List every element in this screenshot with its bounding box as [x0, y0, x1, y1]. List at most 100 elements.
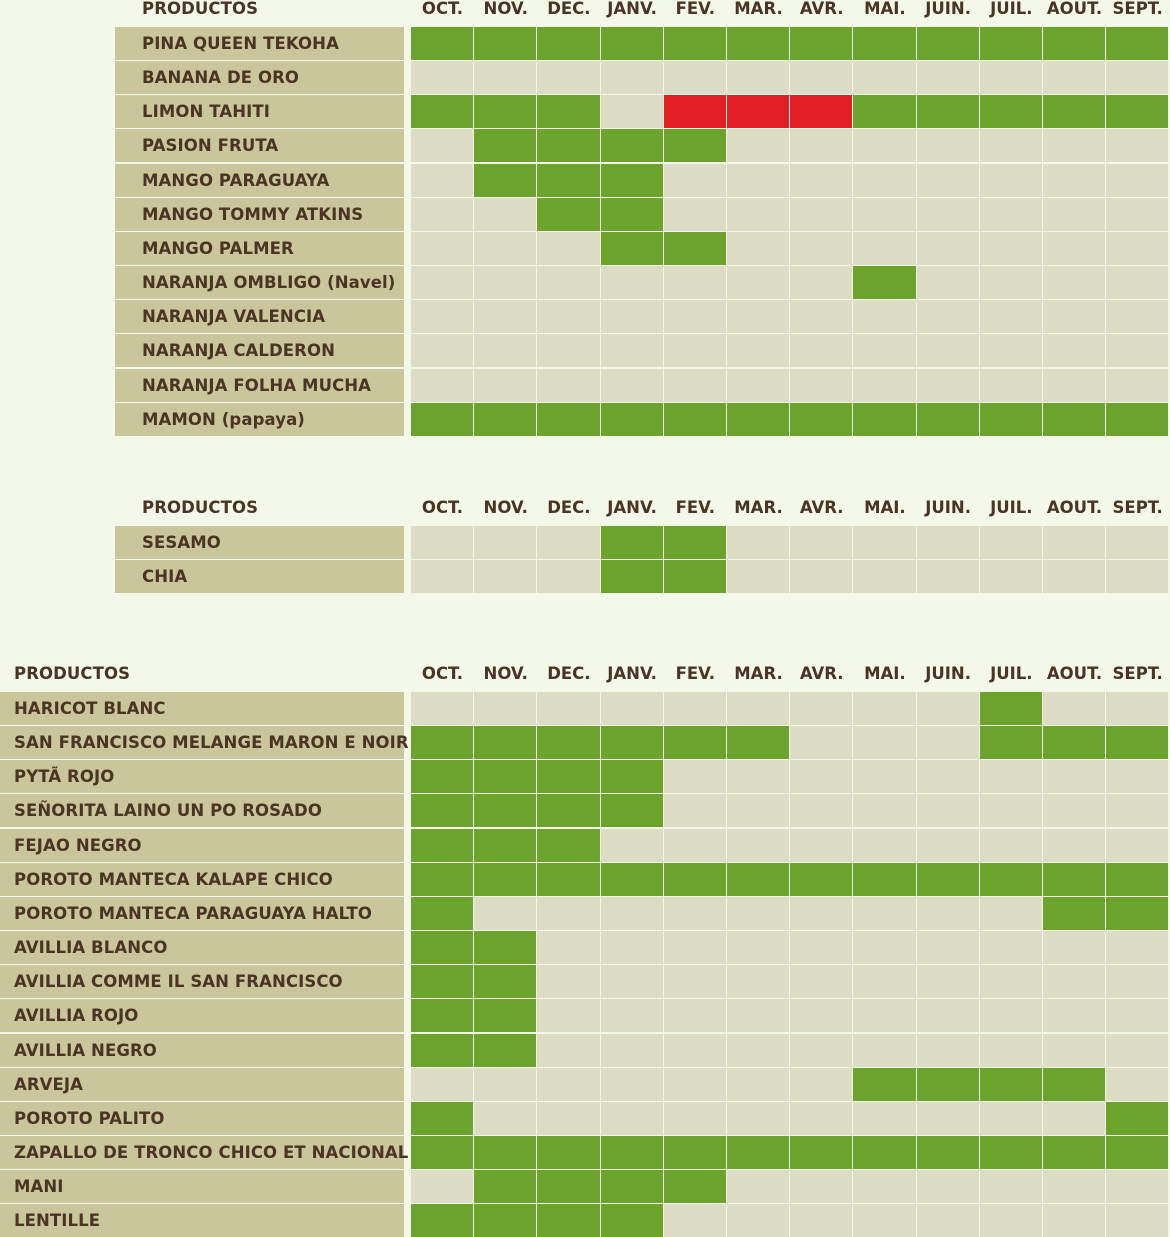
available-cell [601, 726, 663, 759]
empty-cell [601, 999, 663, 1032]
empty-cell [853, 999, 916, 1032]
product-name: MANGO PARAGUAYA [115, 164, 404, 197]
empty-cell [917, 931, 979, 964]
empty-cell [1106, 931, 1168, 964]
table-row: PYTÃ ROJO [0, 760, 1170, 793]
available-cell [1106, 1136, 1168, 1169]
empty-cell [474, 897, 536, 930]
empty-cell [1043, 334, 1105, 367]
empty-cell [1106, 560, 1168, 593]
available-cell [980, 863, 1042, 896]
available-cell [474, 403, 536, 436]
product-name: PINA QUEEN TEKOHA [115, 27, 404, 60]
empty-cell [790, 369, 852, 402]
empty-cell [727, 692, 789, 725]
available-cell [474, 1204, 536, 1237]
empty-cell [601, 61, 663, 94]
month-header: MAI. [864, 498, 906, 517]
empty-cell [917, 1102, 979, 1135]
empty-cell [917, 897, 979, 930]
available-cell [1106, 726, 1168, 759]
product-name: AVILLIA BLANCO [0, 931, 404, 964]
available-cell [601, 1136, 663, 1169]
empty-cell [853, 526, 916, 559]
empty-cell [790, 760, 852, 793]
empty-cell [790, 794, 852, 827]
product-name: NARANJA FOLHA MUCHA [115, 369, 404, 402]
empty-cell [1043, 266, 1105, 299]
empty-cell [1043, 999, 1105, 1032]
empty-cell [537, 232, 600, 265]
empty-cell [664, 1204, 726, 1237]
available-cell [411, 863, 473, 896]
table-row: POROTO MANTECA PARAGUAYA HALTO [0, 897, 1170, 930]
empty-cell [1043, 829, 1105, 862]
month-header: JUIL. [990, 664, 1033, 683]
empty-cell [601, 829, 663, 862]
empty-cell [917, 1204, 979, 1237]
month-header: OCT. [421, 498, 464, 517]
month-header: JANV. [607, 0, 657, 18]
empty-cell [1043, 369, 1105, 402]
available-cell [601, 1204, 663, 1237]
available-cell [1043, 726, 1105, 759]
empty-cell [664, 692, 726, 725]
table-row: ARVEJA [0, 1068, 1170, 1101]
empty-cell [537, 965, 600, 998]
available-cell [980, 1136, 1042, 1169]
available-cell [601, 560, 663, 593]
empty-cell [537, 526, 600, 559]
empty-cell [727, 829, 789, 862]
empty-cell [727, 560, 789, 593]
month-header: MAR. [734, 0, 783, 18]
product-name: ZAPALLO DE TRONCO CHICO ET NACIONAL [0, 1136, 408, 1169]
month-header: AOUT. [1046, 0, 1103, 18]
product-name: LENTILLE [0, 1204, 404, 1237]
product-name: AVILLIA ROJO [0, 999, 404, 1032]
empty-cell [1106, 266, 1168, 299]
table-row: NARANJA FOLHA MUCHA [0, 369, 1170, 402]
empty-cell [790, 1170, 852, 1203]
empty-cell [1043, 300, 1105, 333]
empty-cell [980, 526, 1042, 559]
available-cell [790, 863, 852, 896]
available-cell [1043, 1068, 1105, 1101]
available-cell [601, 198, 663, 231]
available-cell [664, 560, 726, 593]
empty-cell [853, 232, 916, 265]
available-cell [411, 760, 473, 793]
available-cell [1043, 897, 1105, 930]
available-cell [1043, 95, 1105, 128]
empty-cell [1106, 300, 1168, 333]
empty-cell [1043, 1204, 1105, 1237]
available-cell [601, 164, 663, 197]
available-cell [411, 403, 473, 436]
empty-cell [601, 95, 663, 128]
empty-cell [474, 1068, 536, 1101]
available-cell [1043, 863, 1105, 896]
available-cell [917, 403, 979, 436]
table-row: AVILLIA COMME IL SAN FRANCISCO [0, 965, 1170, 998]
empty-cell [727, 760, 789, 793]
empty-cell [411, 692, 473, 725]
table-row: SEÑORITA LAINO UN PO ROSADO [0, 794, 1170, 827]
table-row: MANGO PALMER [0, 232, 1170, 265]
month-header: MAI. [864, 0, 906, 18]
empty-cell [601, 334, 663, 367]
empty-cell [601, 1034, 663, 1067]
empty-cell [853, 129, 916, 162]
empty-cell [917, 266, 979, 299]
empty-cell [664, 1102, 726, 1135]
month-header: DEC. [547, 0, 591, 18]
empty-cell [727, 369, 789, 402]
available-cell [1043, 1136, 1105, 1169]
empty-cell [1106, 794, 1168, 827]
empty-cell [537, 931, 600, 964]
empty-cell [790, 965, 852, 998]
table-row: POROTO MANTECA KALAPE CHICO [0, 863, 1170, 896]
available-cell [1106, 863, 1168, 896]
empty-cell [1106, 369, 1168, 402]
available-cell [474, 999, 536, 1032]
empty-cell [917, 726, 979, 759]
available-cell [474, 931, 536, 964]
